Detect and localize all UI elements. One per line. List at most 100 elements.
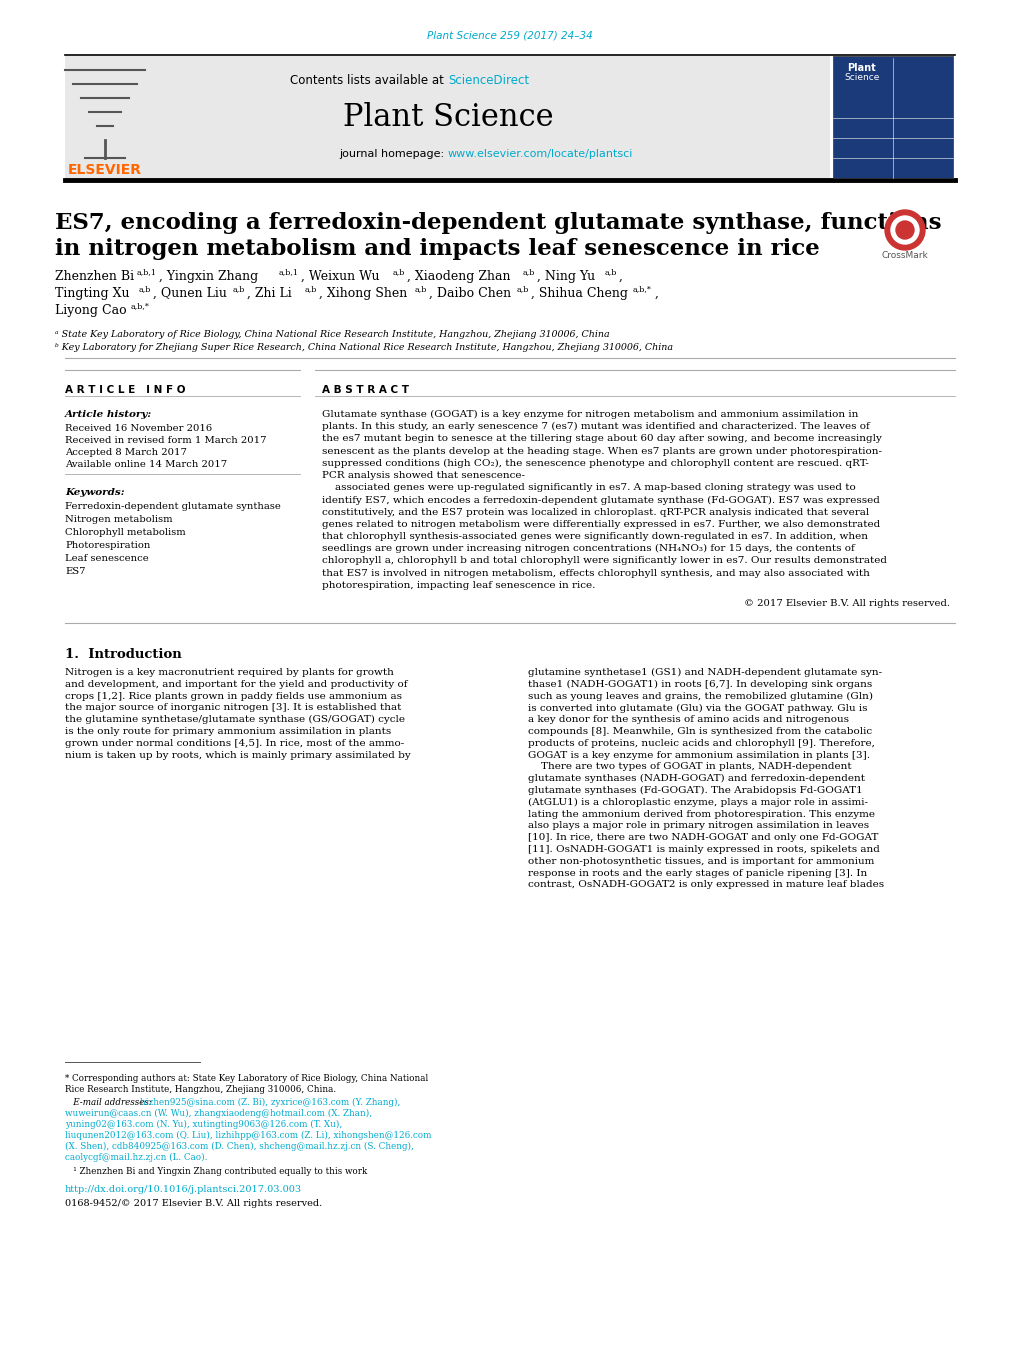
Text: http://dx.doi.org/10.1016/j.plantsci.2017.03.003: http://dx.doi.org/10.1016/j.plantsci.201…	[65, 1185, 302, 1194]
Text: a,b: a,b	[232, 285, 246, 293]
Circle shape	[891, 216, 918, 245]
Text: GOGAT is a key enzyme for ammonium assimilation in plants [3].: GOGAT is a key enzyme for ammonium assim…	[528, 751, 869, 759]
Text: Science: Science	[844, 73, 878, 81]
Text: * Corresponding authors at: State Key Laboratory of Rice Biology, China National: * Corresponding authors at: State Key La…	[65, 1074, 428, 1084]
Text: , Weixun Wu: , Weixun Wu	[301, 270, 379, 282]
Text: ,: ,	[654, 286, 658, 300]
Circle shape	[895, 222, 913, 239]
Text: glutamate synthases (NADH-GOGAT) and ferredoxin-dependent: glutamate synthases (NADH-GOGAT) and fer…	[528, 774, 864, 784]
Text: the major source of inorganic nitrogen [3]. It is established that: the major source of inorganic nitrogen […	[65, 704, 401, 712]
Text: PCR analysis showed that senescence-: PCR analysis showed that senescence-	[322, 471, 525, 480]
Circle shape	[884, 209, 924, 250]
Text: journal homepage:: journal homepage:	[339, 149, 447, 159]
Text: [10]. In rice, there are two NADH-GOGAT and only one Fd-GOGAT: [10]. In rice, there are two NADH-GOGAT …	[528, 834, 877, 842]
Text: A R T I C L E   I N F O: A R T I C L E I N F O	[65, 385, 185, 394]
Text: ES7: ES7	[65, 567, 86, 576]
Text: yuning02@163.com (N. Yu), xutingting9063@126.com (T. Xu),: yuning02@163.com (N. Yu), xutingting9063…	[65, 1120, 342, 1129]
Text: , Ning Yu: , Ning Yu	[536, 270, 594, 282]
Text: Nitrogen is a key macronutrient required by plants for growth: Nitrogen is a key macronutrient required…	[65, 667, 393, 677]
Text: Chlorophyll metabolism: Chlorophyll metabolism	[65, 528, 185, 536]
Text: Plant Science 259 (2017) 24–34: Plant Science 259 (2017) 24–34	[427, 31, 592, 41]
Text: that ES7 is involved in nitrogen metabolism, effects chlorophyll synthesis, and : that ES7 is involved in nitrogen metabol…	[322, 569, 869, 578]
Text: Plant: Plant	[847, 63, 875, 73]
Text: a,b: a,b	[604, 267, 616, 276]
Text: , Yingxin Zhang: , Yingxin Zhang	[159, 270, 258, 282]
Text: CrossMark: CrossMark	[880, 250, 927, 259]
Bar	[65, 55, 829, 178]
Text: grown under normal conditions [4,5]. In rice, most of the ammo-: grown under normal conditions [4,5]. In …	[65, 739, 404, 748]
Text: 0168-9452/© 2017 Elsevier B.V. All rights reserved.: 0168-9452/© 2017 Elsevier B.V. All right…	[65, 1198, 322, 1208]
Text: ᵃ State Key Laboratory of Rice Biology, China National Rice Research Institute, : ᵃ State Key Laboratory of Rice Biology, …	[55, 330, 609, 339]
Text: is the only route for primary ammonium assimilation in plants: is the only route for primary ammonium a…	[65, 727, 391, 736]
Text: and development, and important for the yield and productivity of: and development, and important for the y…	[65, 680, 408, 689]
Text: chlorophyll a, chlorophyll b and total chlorophyll were significantly lower in e: chlorophyll a, chlorophyll b and total c…	[322, 557, 887, 566]
Text: a,b: a,b	[517, 285, 529, 293]
Text: There are two types of GOGAT in plants, NADH-dependent: There are two types of GOGAT in plants, …	[528, 762, 851, 771]
Text: senescent as the plants develop at the heading stage. When es7 plants are grown : senescent as the plants develop at the h…	[322, 447, 881, 455]
Text: caolycgf@mail.hz.zj.cn (L. Cao).: caolycgf@mail.hz.zj.cn (L. Cao).	[65, 1152, 207, 1162]
Text: also plays a major role in primary nitrogen assimilation in leaves: also plays a major role in primary nitro…	[528, 821, 868, 831]
Text: [11]. OsNADH-GOGAT1 is mainly expressed in roots, spikelets and: [11]. OsNADH-GOGAT1 is mainly expressed …	[528, 844, 879, 854]
Text: Received in revised form 1 March 2017: Received in revised form 1 March 2017	[65, 436, 266, 444]
Text: the es7 mutant begin to senesce at the tillering stage about 60 day after sowing: the es7 mutant begin to senesce at the t…	[322, 435, 881, 443]
Text: ¹ Zhenzhen Bi and Yingxin Zhang contributed equally to this work: ¹ Zhenzhen Bi and Yingxin Zhang contribu…	[65, 1167, 367, 1175]
Text: associated genes were up-regulated significantly in es7. A map-based cloning str: associated genes were up-regulated signi…	[322, 484, 855, 492]
Text: in nitrogen metabolism and impacts leaf senescence in rice: in nitrogen metabolism and impacts leaf …	[55, 238, 819, 259]
Text: Article history:: Article history:	[65, 409, 152, 419]
Text: www.elsevier.com/locate/plantsci: www.elsevier.com/locate/plantsci	[447, 149, 633, 159]
Text: Rice Research Institute, Hangzhou, Zhejiang 310006, China.: Rice Research Institute, Hangzhou, Zheji…	[65, 1085, 336, 1094]
Text: Nitrogen metabolism: Nitrogen metabolism	[65, 515, 172, 524]
Text: response in roots and the early stages of panicle ripening [3]. In: response in roots and the early stages o…	[528, 869, 866, 878]
Text: Contents lists available at: Contents lists available at	[290, 73, 447, 86]
Text: Received 16 November 2016: Received 16 November 2016	[65, 424, 212, 434]
Text: Accepted 8 March 2017: Accepted 8 March 2017	[65, 449, 186, 457]
Text: Photorespiration: Photorespiration	[65, 540, 150, 550]
Text: hizhen925@sina.com (Z. Bi), zyxrice@163.com (Y. Zhang),: hizhen925@sina.com (Z. Bi), zyxrice@163.…	[140, 1098, 400, 1106]
Text: a,b: a,b	[139, 285, 151, 293]
Text: (X. Shen), cdb840925@163.com (D. Chen), shcheng@mail.hz.zj.cn (S. Cheng),: (X. Shen), cdb840925@163.com (D. Chen), …	[65, 1142, 414, 1151]
Text: suppressed conditions (high CO₂), the senescence phenotype and chlorophyll conte: suppressed conditions (high CO₂), the se…	[322, 459, 868, 467]
Text: a,b: a,b	[392, 267, 405, 276]
Text: a key donor for the synthesis of amino acids and nitrogenous: a key donor for the synthesis of amino a…	[528, 715, 848, 724]
Text: a,b: a,b	[523, 267, 535, 276]
Text: , Xihong Shen: , Xihong Shen	[319, 286, 407, 300]
Text: that chlorophyll synthesis-associated genes were significantly down-regulated in: that chlorophyll synthesis-associated ge…	[322, 532, 867, 540]
Text: glutamate synthases (Fd-GOGAT). The Arabidopsis Fd-GOGAT1: glutamate synthases (Fd-GOGAT). The Arab…	[528, 786, 862, 796]
Text: , Xiaodeng Zhan: , Xiaodeng Zhan	[407, 270, 510, 282]
Text: plants. In this study, an early senescence 7 (es7) mutant was identified and cha: plants. In this study, an early senescen…	[322, 423, 869, 431]
Text: is converted into glutamate (Glu) via the GOGAT pathway. Glu is: is converted into glutamate (Glu) via th…	[528, 704, 866, 712]
Text: , Daibo Chen: , Daibo Chen	[429, 286, 511, 300]
Text: glutamine synthetase1 (GS1) and NADH-dependent glutamate syn-: glutamine synthetase1 (GS1) and NADH-dep…	[528, 667, 881, 677]
Text: compounds [8]. Meanwhile, Gln is synthesized from the catabolic: compounds [8]. Meanwhile, Gln is synthes…	[528, 727, 871, 736]
Text: nium is taken up by roots, which is mainly primary assimilated by: nium is taken up by roots, which is main…	[65, 751, 411, 759]
Text: a,b,*: a,b,*	[633, 285, 651, 293]
Text: Zhenzhen Bi: Zhenzhen Bi	[55, 270, 133, 282]
Text: , Zhi Li: , Zhi Li	[247, 286, 291, 300]
Text: , Shihua Cheng: , Shihua Cheng	[531, 286, 628, 300]
Text: the glutamine synthetase/glutamate synthase (GS/GOGAT) cycle: the glutamine synthetase/glutamate synth…	[65, 715, 405, 724]
Text: thase1 (NADH-GOGAT1) in roots [6,7]. In developing sink organs: thase1 (NADH-GOGAT1) in roots [6,7]. In …	[528, 680, 871, 689]
Text: a,b,*: a,b,*	[130, 303, 150, 309]
Text: seedlings are grown under increasing nitrogen concentrations (NH₄NO₃) for 15 day: seedlings are grown under increasing nit…	[322, 544, 854, 554]
Text: Liyong Cao: Liyong Cao	[55, 304, 126, 317]
Text: a,b,1: a,b,1	[279, 267, 299, 276]
Text: Keywords:: Keywords:	[65, 488, 124, 497]
Text: lating the ammonium derived from photorespiration. This enzyme: lating the ammonium derived from photore…	[528, 809, 874, 819]
Text: crops [1,2]. Rice plants grown in paddy fields use ammonium as: crops [1,2]. Rice plants grown in paddy …	[65, 692, 401, 701]
Text: Leaf senescence: Leaf senescence	[65, 554, 149, 563]
Text: wuweirun@caas.cn (W. Wu), zhangxiaodeng@hotmail.com (X. Zhan),: wuweirun@caas.cn (W. Wu), zhangxiaodeng@…	[65, 1109, 372, 1119]
Text: ᵇ Key Laboratory for Zhejiang Super Rice Research, China National Rice Research : ᵇ Key Laboratory for Zhejiang Super Rice…	[55, 343, 673, 353]
Text: constitutively, and the ES7 protein was localized in chloroplast. qRT-PCR analys: constitutively, and the ES7 protein was …	[322, 508, 868, 516]
Text: a,b,1: a,b,1	[137, 267, 157, 276]
Text: products of proteins, nucleic acids and chlorophyll [9]. Therefore,: products of proteins, nucleic acids and …	[528, 739, 874, 748]
Text: genes related to nitrogen metabolism were differentially expressed in es7. Furth: genes related to nitrogen metabolism wer…	[322, 520, 879, 528]
Text: Glutamate synthase (GOGAT) is a key enzyme for nitrogen metabolism and ammonium : Glutamate synthase (GOGAT) is a key enzy…	[322, 409, 858, 419]
Text: photorespiration, impacting leaf senescence in rice.: photorespiration, impacting leaf senesce…	[322, 581, 595, 590]
Text: © 2017 Elsevier B.V. All rights reserved.: © 2017 Elsevier B.V. All rights reserved…	[743, 598, 949, 608]
Text: ELSEVIER: ELSEVIER	[68, 163, 142, 177]
Text: ,: ,	[619, 270, 623, 282]
Text: Tingting Xu: Tingting Xu	[55, 286, 129, 300]
Text: Plant Science: Plant Science	[342, 103, 552, 134]
Bar	[833, 55, 952, 178]
Text: Available online 14 March 2017: Available online 14 March 2017	[65, 459, 227, 469]
